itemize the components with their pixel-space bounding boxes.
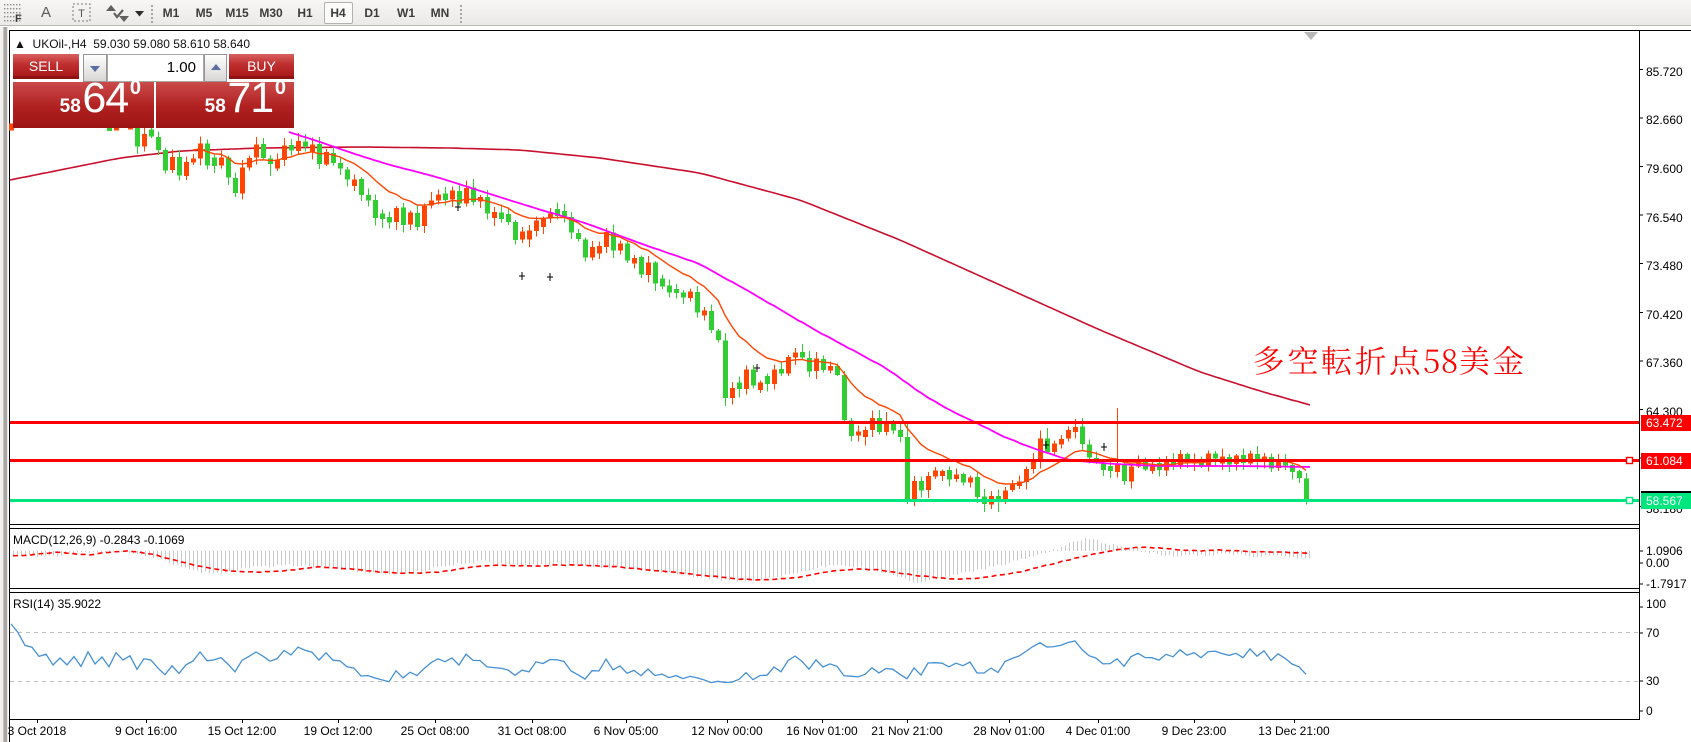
- svg-text:F: F: [15, 13, 22, 23]
- svg-text:T: T: [78, 8, 85, 20]
